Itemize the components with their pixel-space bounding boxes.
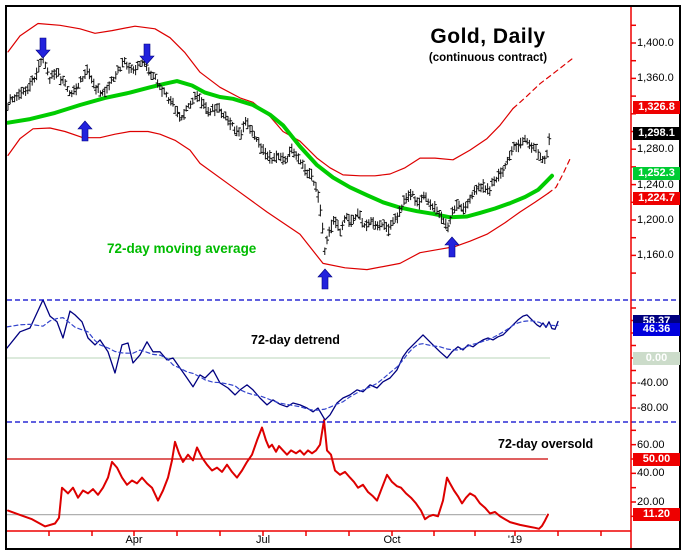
detrend-annotation-label: 72-day detrend xyxy=(251,333,340,347)
y-axis-label: 1,400.0 xyxy=(637,37,674,49)
oversold-line xyxy=(7,419,549,530)
buy-signal-arrow xyxy=(444,236,460,258)
lower-band-projection xyxy=(547,158,571,194)
y-axis-label: 1,360.0 xyxy=(637,72,674,84)
y-axis-label: 1,160.0 xyxy=(637,249,674,261)
price-badge: 11.20 xyxy=(633,508,680,521)
y-axis-label: -40.00 xyxy=(637,377,669,389)
ma-annotation-label: 72-day moving average xyxy=(107,241,257,256)
price-badge: 0.00 xyxy=(633,352,680,365)
price-badge: 46.36 xyxy=(633,323,680,336)
axes xyxy=(7,7,636,548)
chart-subtitle: (continuous contract) xyxy=(428,52,548,64)
price-badge: 1,224.7 xyxy=(633,192,680,205)
detrend-panel xyxy=(6,299,559,421)
moving-average-line xyxy=(6,79,554,220)
y-axis-label: 1,200.0 xyxy=(637,214,674,226)
x-axis-label: Apr xyxy=(125,534,143,546)
price-panel xyxy=(6,22,573,271)
price-badge: 1,298.1 xyxy=(633,127,680,140)
detrend-smoothed-line xyxy=(6,317,559,411)
price-bars xyxy=(6,51,552,255)
y-axis-label: 20.00 xyxy=(637,496,665,508)
x-axis-label: '19 xyxy=(507,534,523,546)
y-axis-label: 1,280.0 xyxy=(637,143,674,155)
x-axis-label: Oct xyxy=(383,534,401,546)
y-axis-label: 1,240.0 xyxy=(637,179,674,191)
price-badge: 50.00 xyxy=(633,453,680,466)
y-axis-label: 40.00 xyxy=(637,467,665,479)
oversold-annotation-label: 72-day oversold xyxy=(498,437,594,451)
price-badge: 1,252.3 xyxy=(633,167,680,180)
sell-signal-arrow xyxy=(35,37,51,59)
y-axis-label: 60.00 xyxy=(637,439,665,451)
lower-band-line xyxy=(7,127,549,271)
chart-frame xyxy=(5,5,681,550)
upper-band-projection xyxy=(512,58,573,110)
price-badge: 1,326.8 xyxy=(633,101,680,114)
upper-band-line xyxy=(7,22,514,177)
detrend-line xyxy=(6,299,559,421)
buy-signal-arrow xyxy=(77,120,93,142)
x-axis-label: Jul xyxy=(255,534,271,546)
sell-signal-arrow xyxy=(139,43,155,65)
buy-signal-arrow xyxy=(317,268,333,290)
y-axis-label: -80.00 xyxy=(637,402,669,414)
chart-title: Gold, Daily xyxy=(430,25,546,48)
oversold-panel xyxy=(7,419,549,530)
signal-arrows xyxy=(35,37,460,290)
